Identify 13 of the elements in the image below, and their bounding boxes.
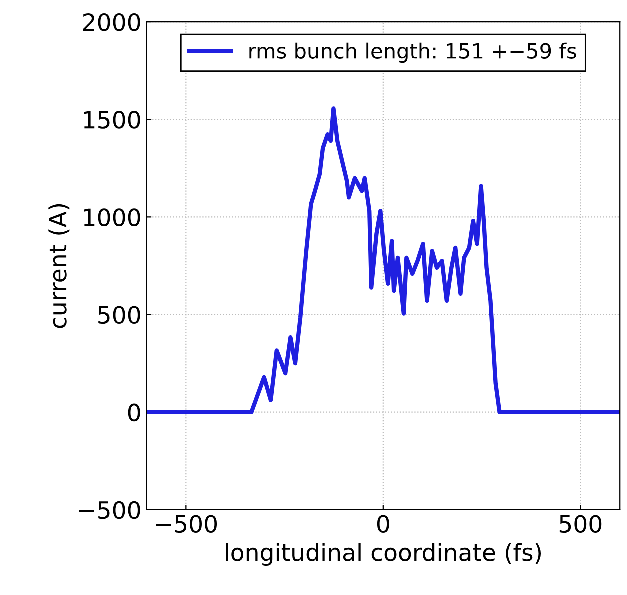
x-tick-label: 0: [377, 515, 390, 534]
y-axis-title: current (A): [48, 204, 70, 328]
legend-label: rms bunch length: 151 +−59 fs: [250, 42, 576, 64]
y-tick-label: 1000: [84, 208, 140, 226]
y-tick-label: −500: [80, 501, 140, 520]
y-tick-label: 500: [98, 306, 140, 324]
y-tick-label: 1500: [84, 111, 140, 129]
line-series: [146, 106, 620, 414]
x-axis-title: longitudinal coordinate (fs): [226, 543, 542, 566]
x-tick-label: 500: [560, 515, 602, 534]
y-tick-label: 0: [128, 404, 140, 422]
y-tick-label: 2000: [83, 13, 140, 32]
x-tick-label: −500: [156, 515, 218, 534]
